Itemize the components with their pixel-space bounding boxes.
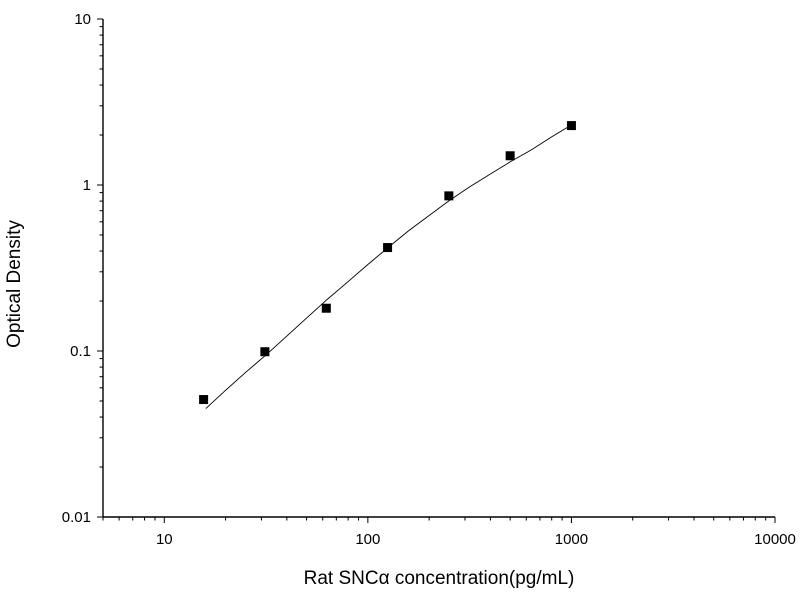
x-axis-title: Rat SNCα concentration(pg/mL) [304,568,575,589]
tick-labels: 10 100 1000 10000 0.01 0.1 1 10 [62,11,796,548]
data-point-marker [566,121,576,131]
y-tick-label: 0.1 [70,343,91,360]
data-points [199,121,576,405]
data-point-marker [383,243,393,253]
data-point-marker [321,303,331,313]
x-tick-label: 1000 [555,531,588,548]
x-tick-label: 100 [355,531,380,548]
y-tick-label: 1 [83,177,91,194]
y-tick-label: 0.01 [62,509,91,526]
data-point-marker [260,347,270,357]
data-point-marker [199,395,209,405]
y-axis-title: Optical Density [4,220,25,348]
axis-ticks [97,18,776,523]
fit-curve [205,124,572,409]
data-point-marker [505,151,515,161]
x-tick-label: 10 [156,531,173,548]
plot-frame [102,19,775,518]
data-point-marker [444,191,454,201]
x-tick-label: 10000 [754,531,796,548]
y-tick-label: 10 [74,11,91,28]
